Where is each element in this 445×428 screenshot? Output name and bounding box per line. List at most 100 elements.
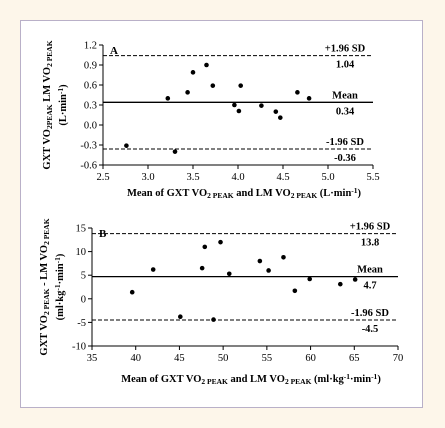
x-axis-label-part: ·min [350,374,371,385]
x-axis-label-part: and LM VO [234,188,291,199]
x-tick-label: 55 [262,353,273,364]
y-axis-label-part: 2 PEAK [45,40,54,67]
panel-label: B [99,228,107,240]
upper-loa-name-label: +1.96 SD [350,222,391,233]
chart-panel-b: 35 40 45 50 55 60 65 70 -10 -5 0 5 10 15 +1.96 SD 13.8 M… [39,218,403,385]
upper-loa-value-label: 13.8 [361,238,379,249]
x-axis-label-part: 2 PEAK [207,191,234,200]
data-point [172,149,178,154]
y-axis-units-part: ) [55,253,66,257]
y-tick-label: 1.2 [84,41,97,52]
data-point [190,70,196,75]
y-axis-label-part: 2 PEAK [42,218,51,245]
data-point [306,96,312,101]
mean-value-label: 0.34 [336,106,355,117]
y-tick-label: 0 [81,294,86,305]
data-point [199,265,205,271]
data-point [273,109,279,114]
y-axis-units: (L·min-1) [56,84,69,126]
x-axis-label-part: 2 PEAK [291,191,318,200]
lower-loa-name-label: -1.96 SD [351,308,389,319]
y-tick-label: 0.9 [84,61,97,72]
x-axis-label-part: Mean of GXT VO [121,374,201,385]
y-axis-label-part: GXT VO [42,129,53,170]
y-tick-label: -0.6 [80,161,97,172]
data-point [165,96,171,101]
upper-loa-value-label: 1.04 [336,60,355,71]
data-point [124,143,129,148]
y-axis-units-part: ·min [55,263,66,284]
x-axis-label-part: Mean of GXT VO [127,188,207,199]
data-point [352,277,358,282]
x-tick-label: 35 [87,353,98,364]
x-tick-label: 70 [393,353,404,364]
y-axis-units-part: ) [58,84,69,88]
x-axis-label-part: (L·min [317,188,351,199]
lower-loa-value-label: -0.36 [334,153,356,164]
chart-panel-a: 2.5 3.0 3.5 4.0 4.5 5.0 5.5 -0.6 -0.3 0.0 0.3 0.6 0.… [42,40,380,199]
data-point [278,115,283,120]
x-tick-label: 5.0 [321,172,334,183]
data-point [259,103,264,108]
y-tick-label: 5 [81,271,86,282]
y-axis-units-part: (L·min [58,94,69,126]
y-tick-label: -10 [72,342,86,353]
x-axis-label-part: -1 [344,372,350,381]
x-axis-label-part: 2 PEAK [201,377,228,386]
x-tick-label: 60 [305,353,316,364]
data-point [232,102,237,108]
y-axis-label-part: - LM VO [39,245,50,289]
x-axis-label: Mean of GXT VO2 PEAK and LM VO2 PEAK (L·… [127,186,362,200]
data-point [185,90,190,95]
data-point [150,267,156,272]
x-tick-label: 3.5 [186,172,199,183]
mean-value-label: 4.7 [363,281,376,292]
x-axis-label-part: ) [358,188,362,199]
y-axis-units-part: -1 [53,284,62,290]
y-axis-label-part: 2PEAK [45,104,54,129]
data-point [204,62,209,68]
y-axis-label: GXT VO2PEAK LM VO2 PEAK [42,40,54,169]
y-axis-label: GXT VO2 PEAK - LM VO2 PEAK [39,218,51,355]
x-axis-label-part: and LM VO [228,374,285,385]
data-point [236,108,242,114]
x-axis-label: Mean of GXT VO2 PEAK and LM VO2 PEAK (ml… [121,372,381,386]
data-point [202,244,208,250]
data-point [266,268,271,273]
x-axis-label-part: (ml·kg [311,374,344,385]
data-point [226,271,232,277]
y-tick-label: -5 [77,318,86,329]
x-tick-label: 3.0 [141,172,154,183]
data-point [211,317,216,322]
y-tick-label: 10 [76,247,87,258]
y-axis-units-part: -1 [56,88,65,94]
x-axis-label-part: ) [377,374,381,385]
y-tick-label: 0.6 [84,81,97,92]
x-tick-label: 50 [218,353,229,364]
y-tick-label: -0.3 [80,141,97,152]
y-tick-label: 0.0 [84,121,97,132]
data-point [307,276,312,282]
y-tick-label: 0.3 [84,101,97,112]
mean-name-label: Mean [332,90,358,101]
y-axis-units-part: (ml·kg [55,290,66,321]
y-tick-label: 15 [76,224,87,235]
x-axis-label-part: -1 [351,186,357,195]
panel-label: A [110,45,118,57]
y-axis-label-part: LM VO [42,67,53,105]
figure-frame [20,20,423,408]
data-point [292,288,298,294]
lower-loa-name-label: -1.96 SD [326,137,364,148]
data-point [295,90,300,95]
x-tick-label: 5.5 [366,172,379,183]
y-axis-label-part: GXT VO [39,315,50,356]
x-tick-label: 4.0 [231,172,244,183]
x-axis-label-part: -1 [371,372,377,381]
data-point [257,258,263,264]
lower-loa-value-label: -4.5 [362,324,379,335]
data-point [210,83,216,88]
x-tick-label: 40 [130,353,141,364]
x-tick-label: 2.5 [96,172,109,183]
data-point [281,254,286,260]
